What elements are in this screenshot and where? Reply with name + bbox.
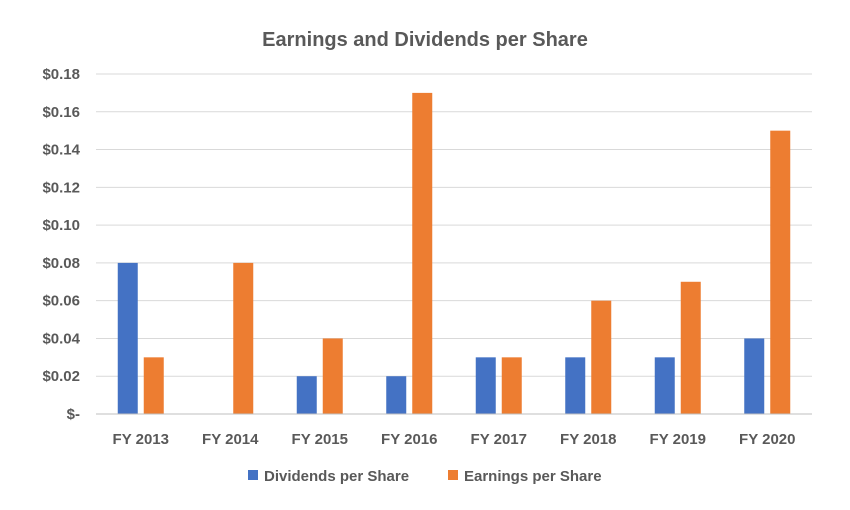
chart-title: Earnings and Dividends per Share — [262, 29, 588, 51]
gridlines — [96, 73, 812, 377]
y-tick-label: $0.10 — [42, 217, 80, 234]
dividends-bar — [117, 262, 138, 414]
legend-label: Dividends per Share — [264, 468, 409, 485]
earnings-bar — [770, 130, 791, 414]
x-tick-label: FY 2019 — [650, 431, 706, 448]
earnings-bar — [591, 300, 612, 414]
dividends-bar — [475, 357, 496, 414]
x-axis-tick-labels: FY 2013 FY 2014 FY 2015 FY 2016 FY 2017 FY 20… — [113, 431, 796, 448]
legend: Dividends per Share Earnings per Share — [248, 468, 602, 485]
y-tick-label: $0.02 — [42, 368, 80, 385]
dividends-bar — [386, 376, 407, 414]
legend-swatch — [448, 470, 458, 480]
x-tick-label: FY 2015 — [292, 431, 348, 448]
y-tick-label: $0.18 — [42, 66, 80, 83]
earnings-bar — [412, 92, 433, 414]
y-tick-label: $0.04 — [42, 330, 80, 347]
dividends-bar — [565, 357, 586, 414]
y-tick-label: $0.08 — [42, 255, 80, 272]
y-axis-tick-labels: $- $0.02 $0.04 $0.06 $0.08 $0.10 $0.12 $0.14 $0.… — [42, 66, 80, 423]
x-tick-label: FY 2013 — [113, 431, 169, 448]
x-tick-label: FY 2020 — [739, 431, 795, 448]
earnings-bar — [143, 357, 164, 414]
y-tick-label: $- — [67, 406, 80, 423]
x-tick-label: FY 2014 — [202, 431, 259, 448]
dividends-bar — [654, 357, 675, 414]
earnings-bar — [680, 281, 701, 414]
y-tick-label: $0.06 — [42, 293, 80, 310]
x-tick-label: FY 2018 — [560, 431, 616, 448]
bars — [117, 92, 791, 414]
dividends-bar — [296, 376, 317, 414]
earnings-bar — [322, 338, 343, 414]
y-tick-label: $0.14 — [42, 142, 80, 159]
y-tick-label: $0.12 — [42, 179, 80, 196]
legend-label: Earnings per Share — [464, 468, 602, 485]
legend-swatch — [248, 470, 258, 480]
dividends-bar — [744, 338, 765, 414]
y-tick-label: $0.16 — [42, 104, 80, 121]
earnings-bar — [501, 357, 522, 414]
earnings-bar — [233, 262, 254, 414]
x-tick-label: FY 2016 — [381, 431, 437, 448]
x-tick-label: FY 2017 — [471, 431, 527, 448]
